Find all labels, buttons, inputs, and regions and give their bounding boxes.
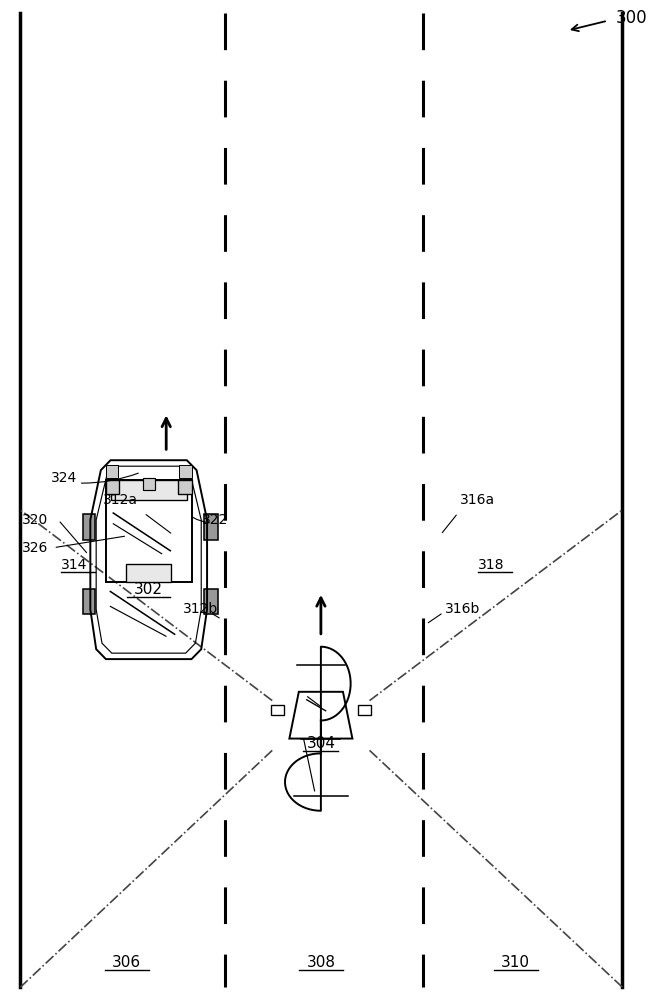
Text: 306: 306 [112, 955, 141, 970]
Bar [105, 480, 119, 494]
Bar [204, 514, 217, 540]
Text: 302: 302 [134, 582, 163, 597]
Text: 322: 322 [202, 513, 229, 527]
Bar [204, 589, 217, 614]
Bar [83, 589, 94, 614]
Bar [143, 478, 155, 490]
Text: 304: 304 [307, 736, 335, 751]
Bar [111, 480, 187, 500]
Bar [126, 564, 171, 582]
Text: 310: 310 [501, 955, 530, 970]
Text: 316b: 316b [445, 602, 481, 616]
Text: 326: 326 [22, 541, 48, 555]
Text: 300: 300 [616, 9, 647, 27]
Text: 312b: 312b [183, 602, 218, 616]
Text: 324: 324 [52, 471, 78, 485]
Text: 314: 314 [61, 558, 88, 572]
Bar [105, 465, 119, 478]
Bar [83, 514, 94, 540]
Bar [179, 465, 192, 478]
Text: 312a: 312a [103, 493, 138, 507]
Text: 320: 320 [22, 513, 48, 527]
Bar [178, 480, 192, 494]
Text: 316a: 316a [460, 493, 495, 507]
Text: 318: 318 [477, 558, 504, 572]
Text: 308: 308 [307, 955, 335, 970]
